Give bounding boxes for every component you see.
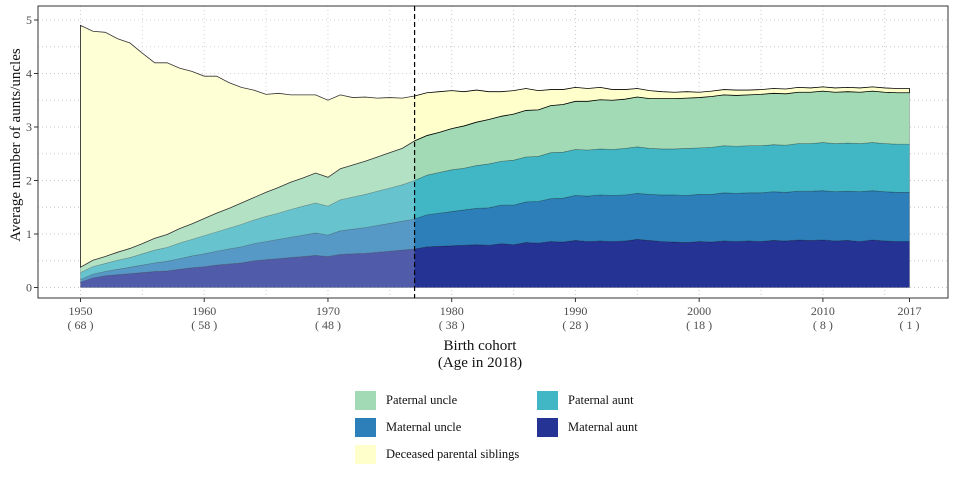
- y-tick-label: 0: [26, 281, 32, 295]
- plot-border: [37, 5, 949, 299]
- grid-lines: [38, 6, 948, 298]
- legend-item: Maternal uncle: [355, 417, 537, 437]
- legend-swatch: [355, 417, 376, 437]
- legend-item: Paternal aunt: [537, 390, 719, 410]
- legend-label: Maternal aunt: [568, 419, 638, 434]
- legend-label: Maternal uncle: [386, 419, 462, 434]
- legend-swatch: [537, 417, 558, 437]
- x-axis-title: Birth cohort: [444, 338, 518, 354]
- y-axis: 0 1 2 3 4 5: [26, 13, 38, 295]
- x-tick-sublabel: ( 18 ): [686, 318, 712, 332]
- legend-item: Maternal aunt: [537, 417, 719, 437]
- x-tick-label: 1990: [563, 304, 587, 318]
- y-tick-label: 1: [26, 227, 32, 241]
- x-tick-label: 1950: [69, 304, 93, 318]
- x-tick-sublabel: ( 8 ): [813, 318, 833, 332]
- legend-label: Deceased parental siblings: [386, 446, 520, 461]
- x-tick-label: 2000: [687, 304, 711, 318]
- stacked-areas: [80, 24, 910, 288]
- y-tick-label: 3: [26, 120, 32, 134]
- legend: Paternal uncle Paternal aunt Maternal uncl…: [355, 390, 715, 464]
- area-deceased-parental-siblings: [80, 24, 910, 268]
- x-axis: 1950( 68 ) 1960( 58 ) 1970( 48 ) 1980( 38 )…: [68, 298, 922, 332]
- legend-swatch: [355, 390, 376, 410]
- x-tick-label: 2010: [811, 304, 835, 318]
- x-tick-sublabel: ( 38 ): [439, 318, 465, 332]
- pre-1977-overlay: [80, 6, 415, 288]
- y-tick-label: 2: [26, 174, 32, 188]
- x-tick-sublabel: ( 58 ): [191, 318, 217, 332]
- legend-swatch: [537, 390, 558, 410]
- legend-label: Paternal uncle: [386, 392, 458, 407]
- x-tick-label: 2017: [898, 304, 922, 318]
- y-tick-label: 5: [26, 13, 32, 27]
- legend-swatch: [355, 444, 376, 464]
- legend-item: Paternal uncle: [355, 390, 537, 410]
- legend-item: Deceased parental siblings: [355, 444, 537, 464]
- area-maternal-aunt: [80, 239, 910, 288]
- x-tick-label: 1980: [440, 304, 464, 318]
- overlay-shade: [80, 6, 415, 288]
- x-axis-subtitle: (Age in 2018): [438, 355, 522, 371]
- y-tick-label: 4: [26, 67, 32, 81]
- x-tick-sublabel: ( 1 ): [900, 318, 920, 332]
- legend-label: Paternal aunt: [568, 392, 634, 407]
- x-tick-label: 1970: [316, 304, 340, 318]
- x-tick-sublabel: ( 48 ): [315, 318, 341, 332]
- y-axis-title: Average number of aunts/uncles: [8, 48, 24, 242]
- x-tick-sublabel: ( 68 ): [68, 318, 94, 332]
- x-tick-sublabel: ( 28 ): [562, 318, 588, 332]
- x-tick-label: 1960: [192, 304, 216, 318]
